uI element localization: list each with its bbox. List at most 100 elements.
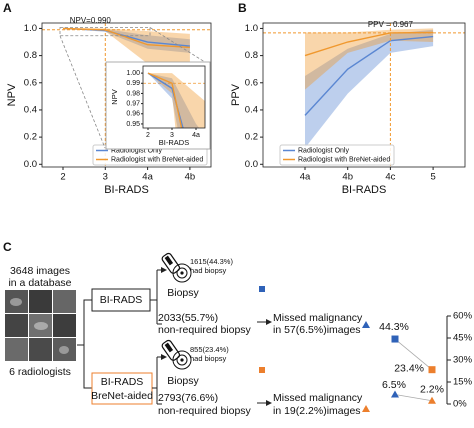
- inset-y-tick-label: 0.97: [126, 100, 140, 107]
- value-label: 44.3%: [379, 321, 409, 333]
- plot-area: [62, 27, 190, 67]
- panel-label: A: [3, 1, 12, 15]
- x-tick-label: 2: [60, 172, 65, 183]
- biopsy-icon: [160, 251, 192, 283]
- x-tick-label: 4a: [142, 172, 153, 183]
- y-tick-label: 0.8: [245, 50, 258, 61]
- non-required-text: 2793(76.6%): [158, 392, 218, 404]
- marker-key: [259, 286, 265, 292]
- value-label: 2.2%: [420, 384, 444, 396]
- inset-plot: [143, 72, 205, 128]
- plot-area: [304, 28, 434, 148]
- legend-label: Radiologist with BreNet-aided: [111, 156, 203, 163]
- biopsy-text: Biopsy: [167, 287, 199, 299]
- zoom-region: [59, 27, 151, 37]
- inset-y-tick-label: 1.00: [126, 70, 140, 77]
- y-tick-label: 45%: [453, 333, 473, 344]
- inset-y-tick-label: 0.98: [126, 90, 140, 97]
- plot-frame: [262, 22, 466, 168]
- confidence-band: [63, 28, 190, 67]
- point: [391, 390, 399, 398]
- biopsy-icon: [160, 338, 192, 370]
- legend-label: Radiologist with BreNet-aided: [298, 156, 390, 163]
- diagram: 3648 images in a database 6 radiologists…: [5, 251, 363, 417]
- missed-text: in 57(6.5%)images: [273, 324, 361, 336]
- connector: [150, 270, 158, 324]
- confidence-band: [63, 28, 190, 53]
- series-line: [147, 72, 183, 128]
- y-tick-label: 0.2: [24, 132, 37, 143]
- annotation: PPV = 0.967: [368, 20, 414, 29]
- panel-label: B: [238, 1, 247, 15]
- marker-key: [362, 321, 370, 328]
- legend-box: [279, 144, 395, 166]
- inset-frame: [142, 65, 206, 129]
- method-box: [91, 372, 153, 405]
- x-tick-label: 4b: [342, 172, 353, 183]
- confidence-band: [305, 28, 434, 90]
- database-text: in a database: [8, 277, 71, 289]
- non-required-text: 2033(55.7%): [158, 312, 218, 324]
- method-text: BreNet-aided: [91, 390, 153, 402]
- zoom-line: [59, 35, 106, 149]
- y-tick-label: 0.6: [245, 77, 258, 88]
- inset-background: [105, 61, 211, 150]
- x-tick-label: 4b: [185, 172, 196, 183]
- inset-x-tick-label: 3: [170, 132, 174, 139]
- missed-text: in 19(2.2%)images: [273, 405, 361, 417]
- inset-x-axis-label: BI-RADS: [159, 138, 189, 147]
- missed-text: Missed malignancy: [273, 392, 363, 404]
- non-required-text: non-required biopsy: [158, 324, 252, 336]
- database-text: 3648 images: [10, 265, 70, 277]
- series-line: [147, 72, 184, 128]
- biopsy-count: 1615(44.3%): [190, 257, 233, 266]
- x-axis-label: BI-RADS: [104, 184, 149, 196]
- y-tick-label: 0.6: [24, 77, 37, 88]
- method-text: BI-RADS: [100, 294, 143, 306]
- connector: [77, 299, 92, 389]
- inset-y-tick-label: 0.96: [126, 111, 140, 118]
- point: [391, 335, 399, 343]
- value-label: 23.4%: [394, 362, 424, 374]
- marker-key: [362, 405, 370, 412]
- legend-label: Radiologist Only: [298, 147, 349, 154]
- inset-y-tick-label: 0.99: [126, 80, 140, 87]
- biopsy-text: Biopsy: [167, 375, 199, 387]
- readers-text: 6 radiologists: [9, 366, 71, 378]
- series-line: [62, 27, 190, 49]
- y-tick-label: 0.4: [24, 104, 37, 115]
- value-label: 6.5%: [382, 379, 406, 391]
- y-tick-label: 0.0: [24, 159, 37, 170]
- image-grid: [5, 290, 76, 361]
- y-tick-label: 1.0: [245, 23, 258, 34]
- y-tick-label: 1.0: [24, 23, 37, 34]
- y-tick-label: 60%: [453, 311, 473, 322]
- y-tick-label: 30%: [453, 355, 473, 366]
- y-tick-label: 0%: [453, 399, 467, 410]
- y-tick-label: 0.0: [245, 159, 258, 170]
- series-line: [304, 35, 434, 116]
- confidence-band: [305, 29, 434, 148]
- panel-label: C: [3, 240, 12, 254]
- inset-x-tick-label: 4a: [192, 132, 200, 139]
- confidence-band: [148, 73, 200, 128]
- annotation: NPV=0.990: [70, 16, 112, 25]
- legend-label: Radiologist Only: [111, 147, 162, 154]
- x-tick-label: 4c: [385, 172, 395, 183]
- inset-y-axis-label: NPV: [110, 89, 119, 104]
- biopsy-count: had biopsy: [190, 354, 227, 363]
- inset-y-tick-label: 0.95: [126, 121, 140, 128]
- x-tick-label: 4a: [300, 172, 311, 183]
- point: [428, 396, 436, 404]
- confidence-band: [148, 73, 205, 128]
- series-line: [304, 31, 434, 57]
- y-tick-label: 0.8: [24, 50, 37, 61]
- biopsy-count: had biopsy: [190, 266, 227, 275]
- connector-line: [394, 394, 433, 402]
- y-tick-label: 0.4: [245, 104, 258, 115]
- x-axis-label: BI-RADS: [342, 184, 387, 196]
- x-tick-label: 3: [103, 172, 108, 183]
- non-required-text: non-required biopsy: [158, 405, 252, 417]
- y-axis-label: NPV: [6, 83, 18, 106]
